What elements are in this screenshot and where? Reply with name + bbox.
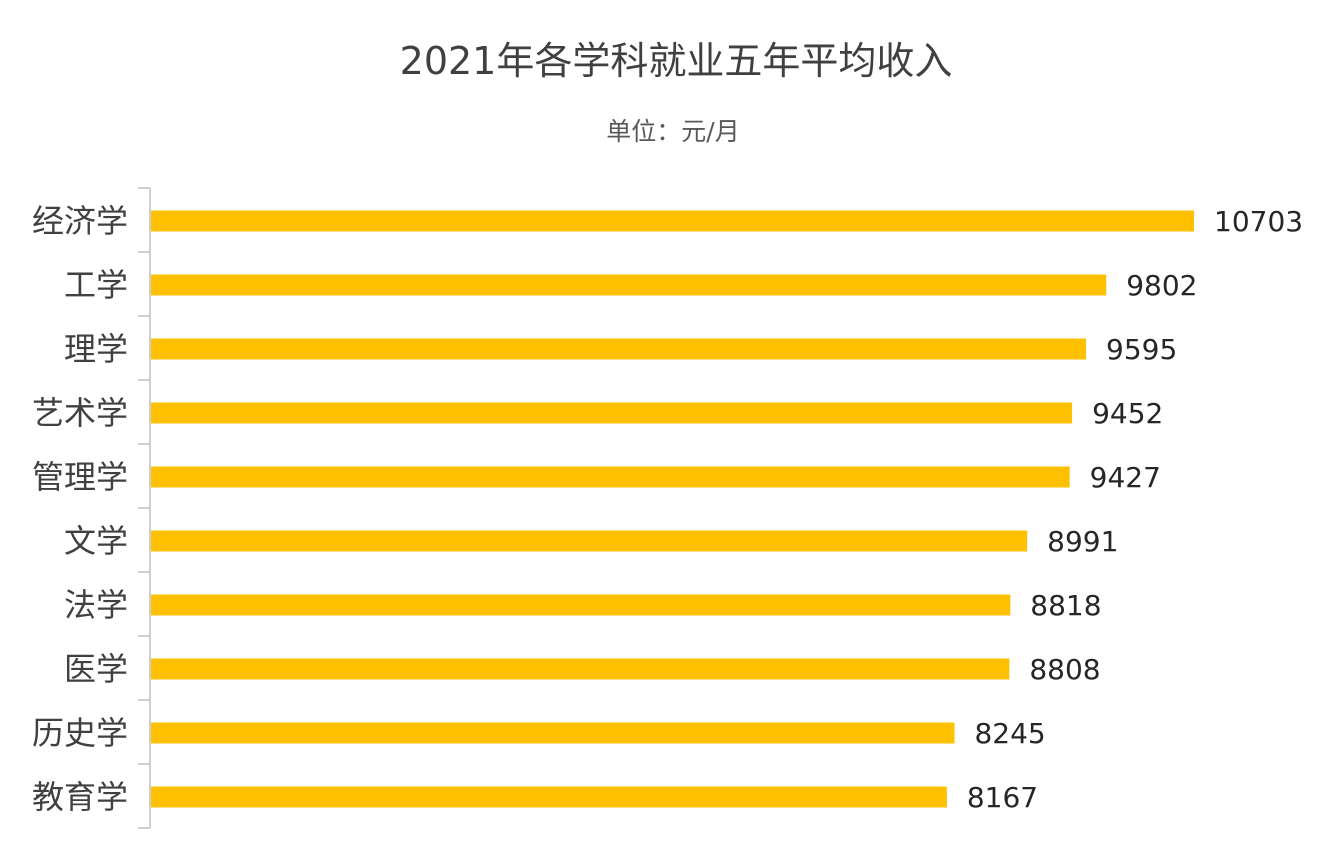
category-label: 经济学 — [32, 202, 128, 240]
data-label: 8808 — [1029, 653, 1100, 686]
data-label: 9802 — [1126, 269, 1197, 302]
bar — [151, 402, 1073, 424]
bar — [151, 338, 1087, 360]
data-label: 8167 — [967, 781, 1038, 814]
bar — [151, 210, 1194, 232]
data-label: 8818 — [1030, 589, 1101, 622]
category-label: 艺术学 — [32, 394, 128, 432]
category-label: 历史学 — [32, 714, 128, 752]
data-label: 9427 — [1090, 461, 1161, 494]
category-label: 理学 — [64, 330, 128, 368]
data-label: 9595 — [1106, 333, 1177, 366]
data-label: 8991 — [1047, 525, 1118, 558]
data-label: 10703 — [1214, 205, 1303, 238]
category-label: 文学 — [64, 522, 128, 560]
category-label: 医学 — [64, 650, 128, 688]
bar — [151, 786, 947, 808]
bar — [151, 466, 1070, 488]
category-label: 教育学 — [32, 778, 128, 816]
bar — [151, 722, 955, 744]
bar — [151, 274, 1107, 296]
category-label: 管理学 — [32, 458, 128, 496]
bar — [151, 658, 1010, 680]
chart-title: 2021年各学科就业五年平均收入 — [399, 39, 953, 83]
data-label: 8245 — [974, 717, 1045, 750]
bar — [151, 594, 1011, 616]
category-label: 工学 — [64, 266, 128, 304]
bar — [151, 530, 1028, 552]
chart-subtitle: 单位：元/月 — [606, 117, 740, 146]
category-label: 法学 — [64, 586, 128, 624]
data-label: 9452 — [1092, 397, 1163, 430]
